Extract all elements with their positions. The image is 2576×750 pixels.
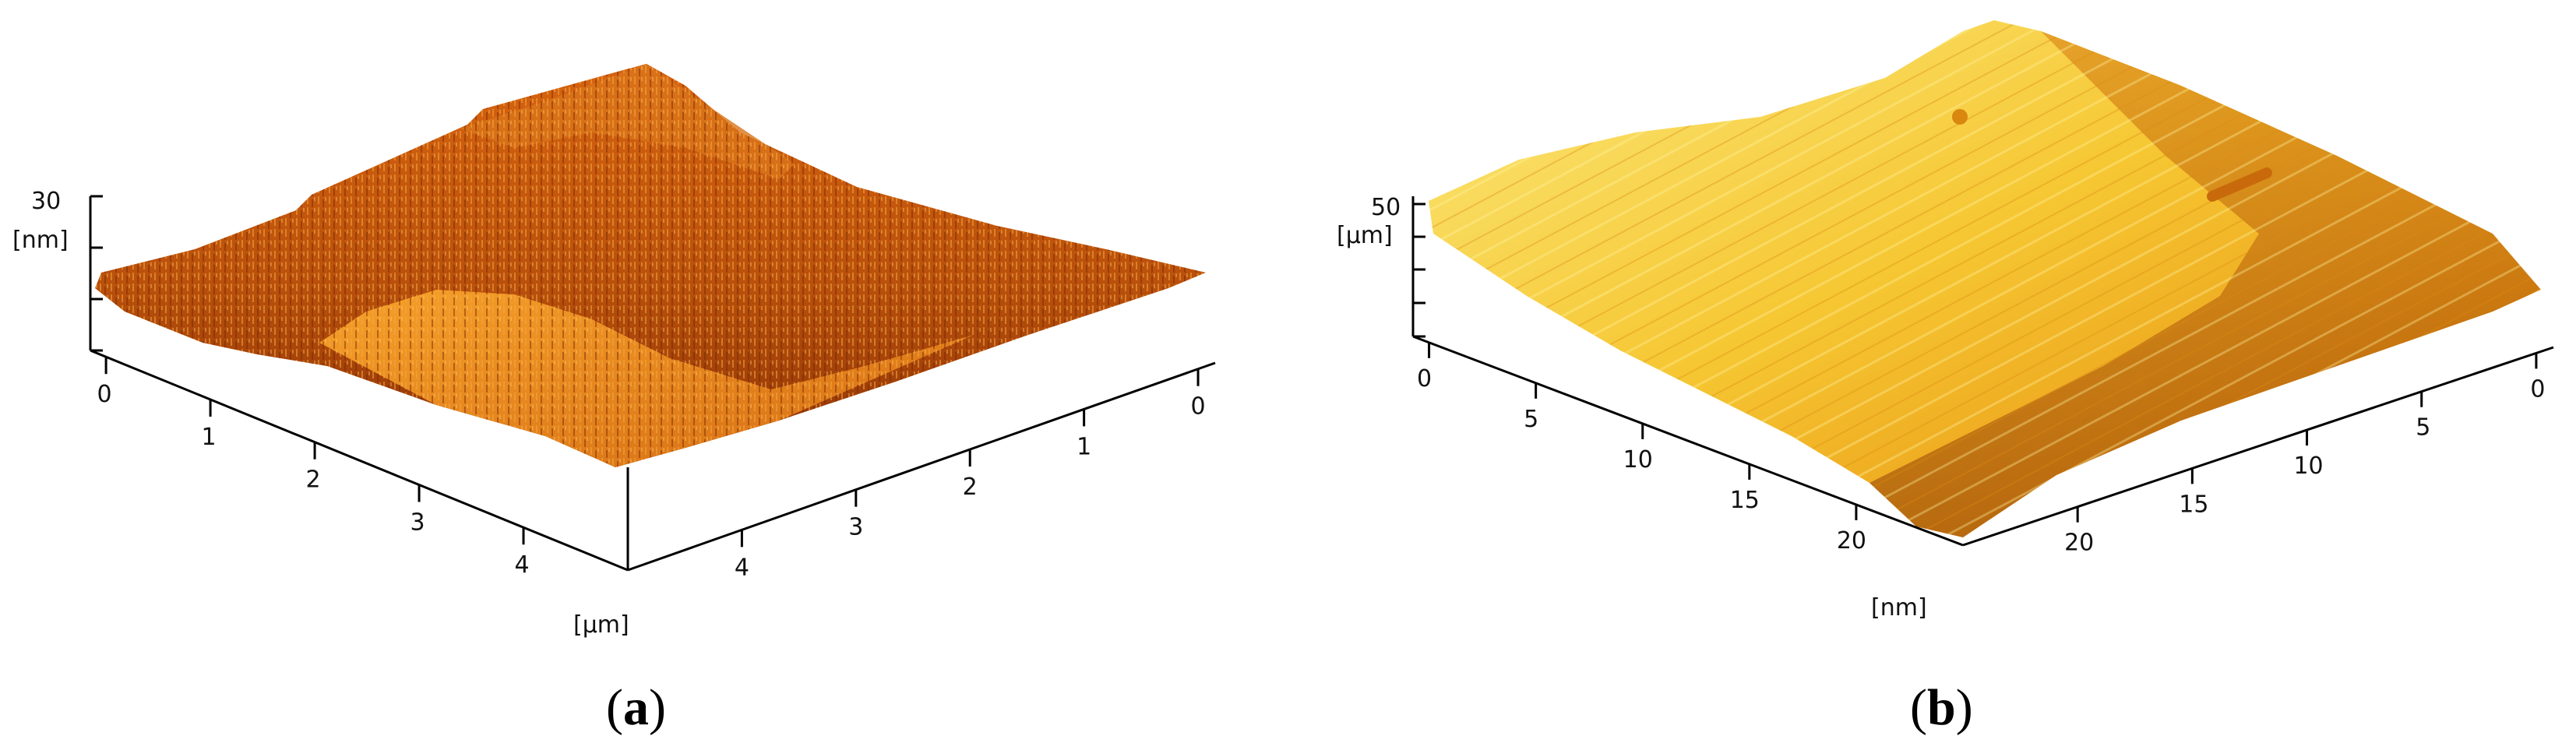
caption-a: (a) bbox=[606, 679, 666, 736]
y-a-tick-label-1: 1 bbox=[1077, 433, 1091, 460]
x-a-tick-label-4: 4 bbox=[514, 551, 529, 579]
y-b-tick-label-2: 10 bbox=[2293, 452, 2323, 480]
x-b-tick-label-1: 5 bbox=[1524, 406, 1538, 433]
surface-a-texture bbox=[95, 64, 1206, 467]
x-a-tick-label-0: 0 bbox=[97, 381, 112, 408]
x-b-tick-label-0: 0 bbox=[1417, 365, 1432, 393]
surface-b bbox=[1429, 20, 2541, 537]
axes-a: 0 1 2 3 4 0 1 2 3 4 bbox=[89, 195, 1216, 581]
y-a-tick-label-0: 0 bbox=[1190, 393, 1205, 421]
panel-b: 0 5 10 15 20 0 5 10 15 20 50 [µm] [nm] (b) bbox=[1337, 20, 2554, 736]
z-ticks-b bbox=[1413, 202, 1425, 338]
axes-b: 0 5 10 15 20 0 5 10 15 20 bbox=[1411, 196, 2554, 557]
y-ticks-b: 0 5 10 15 20 bbox=[2064, 353, 2545, 557]
caption-b: (b) bbox=[1910, 679, 1973, 736]
x-b-tick-label-2: 10 bbox=[1623, 446, 1653, 474]
y-a-tick-label-2: 2 bbox=[963, 474, 978, 501]
z-unit-b: [µm] bbox=[1337, 222, 1393, 249]
z-tick-label-a: 30 bbox=[31, 188, 61, 215]
panel-a: 0 1 2 3 4 0 1 2 3 4 30 [nm] [µm] (a) bbox=[12, 64, 1216, 736]
surface-b-texture bbox=[1429, 20, 2541, 537]
surface-b-scratch bbox=[2207, 167, 2272, 202]
axis-a-right bbox=[627, 361, 1216, 572]
y-b-tick-label-1: 5 bbox=[2416, 414, 2430, 442]
x-a-tick-label-1: 1 bbox=[202, 424, 217, 451]
y-a-tick-label-3: 3 bbox=[848, 514, 863, 541]
x-b-tick-label-3: 15 bbox=[1730, 487, 1760, 514]
x-a-tick-label-3: 3 bbox=[410, 509, 425, 536]
x-ticks-b: 0 5 10 15 20 bbox=[1417, 342, 1866, 555]
xy-unit-a: [µm] bbox=[573, 611, 629, 639]
xy-unit-b: [nm] bbox=[1871, 594, 1927, 621]
y-a-tick-label-4: 4 bbox=[735, 554, 749, 581]
axis-a-left bbox=[90, 349, 629, 572]
y-b-tick-label-3: 15 bbox=[2179, 491, 2208, 518]
z-ticks-a bbox=[90, 195, 103, 352]
y-ticks-a: 0 1 2 3 4 bbox=[735, 368, 1206, 581]
x-b-tick-label-4: 20 bbox=[1837, 527, 1866, 555]
z-unit-a: [nm] bbox=[12, 227, 69, 254]
axis-b-right bbox=[1962, 346, 2554, 547]
axis-b-left bbox=[1412, 335, 1964, 547]
surface-a bbox=[95, 64, 1206, 467]
surface-b-pit bbox=[1952, 109, 1968, 125]
x-a-tick-label-2: 2 bbox=[306, 467, 321, 494]
x-ticks-a: 0 1 2 3 4 bbox=[97, 357, 530, 579]
y-b-tick-label-4: 20 bbox=[2064, 530, 2094, 557]
z-tick-label-b: 50 bbox=[1371, 194, 1401, 221]
y-b-tick-label-0: 0 bbox=[2530, 375, 2545, 403]
